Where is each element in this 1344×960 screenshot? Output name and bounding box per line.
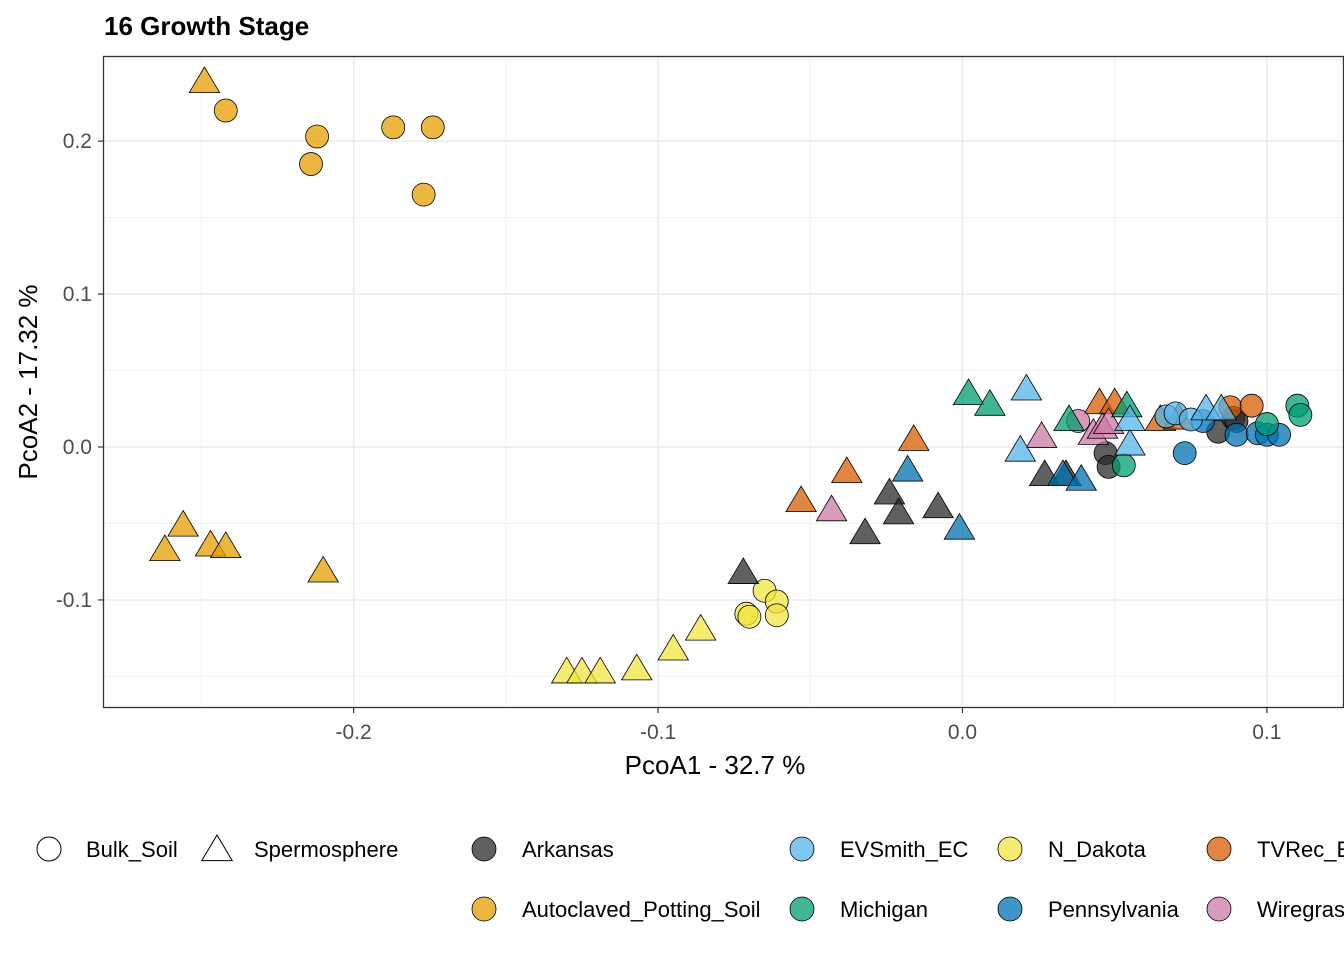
legend-key-color [997, 836, 1023, 862]
legend-key-color [789, 836, 815, 862]
data-point-circle [411, 182, 436, 207]
data-point-triangle [943, 512, 976, 540]
data-points [148, 66, 1313, 684]
legend: Bulk_Soil Spermosphere Arkansas Autoclaved_… [36, 834, 1344, 922]
data-point-triangle [922, 491, 955, 519]
legend-label: TVRec_E [1257, 837, 1344, 862]
data-point-triangle [1092, 407, 1125, 435]
x-tick-label: 0.1 [1252, 721, 1281, 744]
data-point-circle [1254, 412, 1279, 436]
y-tick-label: 0.1 [63, 283, 92, 306]
data-point-triangle [307, 555, 340, 583]
legend-label: N_Dakota [1048, 837, 1147, 862]
data-point-triangle [584, 656, 617, 684]
y-axis-ticks: -0.1 0.0 0.1 0.2 [56, 130, 104, 612]
data-point-circle [737, 604, 762, 629]
legend-key-color [471, 896, 497, 922]
data-point-triangle [873, 477, 906, 505]
grid [104, 57, 1343, 707]
data-point-circle [1172, 441, 1197, 466]
data-point-triangle [897, 424, 930, 451]
data-point-triangle [1114, 428, 1146, 456]
x-tick-label: -0.2 [336, 721, 372, 744]
data-point-triangle [973, 388, 1006, 416]
legend-key-color [789, 896, 815, 922]
data-point-circle [1239, 393, 1264, 418]
data-point-triangle [891, 454, 924, 482]
legend-label: Wiregras [1257, 897, 1344, 922]
data-point-triangle [785, 485, 818, 513]
plot-panel-border [102, 55, 1344, 709]
data-point-circle [764, 603, 789, 628]
data-point-triangle [1010, 373, 1043, 401]
chart-title: 16 Growth Stage [104, 11, 309, 41]
legend-key-color [471, 836, 497, 862]
legend-label: Michigan [840, 897, 928, 922]
data-point-triangle [1047, 459, 1079, 487]
data-point-circle [1288, 402, 1313, 427]
data-point-triangle [952, 378, 985, 406]
legend-key-color [1206, 896, 1232, 922]
y-tick-label: -0.1 [56, 589, 92, 612]
data-point-triangle [882, 497, 915, 525]
x-tick-label: -0.1 [640, 721, 676, 744]
data-point-triangle [620, 653, 653, 681]
legend-label: Arkansas [522, 837, 614, 862]
data-point-triangle [188, 66, 221, 93]
legend-key-circle [36, 836, 62, 862]
legend-label: EVSmith_EC [840, 837, 968, 862]
data-point-triangle [727, 557, 760, 584]
legend-key-triangle [200, 834, 234, 862]
data-point-circle [299, 152, 323, 176]
data-point-triangle [1025, 421, 1058, 448]
data-point-triangle [167, 509, 200, 537]
legend-key-color [1206, 836, 1232, 862]
data-point-triangle [849, 517, 881, 545]
data-point-circle [381, 115, 406, 140]
data-point-circle [1224, 422, 1249, 447]
data-point-triangle [1065, 463, 1098, 491]
data-point-circle [305, 124, 329, 149]
data-point-triangle [148, 534, 181, 561]
data-point-triangle [1053, 404, 1085, 432]
y-tick-label: 0.2 [63, 130, 92, 153]
data-point-circle [420, 115, 445, 140]
x-axis-title: PcoA1 - 32.7 % [625, 750, 806, 780]
legend-label: Autoclaved_Potting_Soil [522, 897, 761, 922]
data-point-circle [213, 98, 238, 123]
data-point-triangle [657, 633, 690, 661]
data-point-triangle [1004, 434, 1037, 462]
legend-key-color [997, 896, 1023, 922]
data-point-circle [1111, 453, 1136, 478]
data-point-triangle [815, 494, 848, 522]
data-point-triangle [830, 456, 863, 484]
data-point-triangle [1114, 404, 1146, 432]
data-point-triangle [209, 531, 242, 558]
data-point-triangle [1205, 393, 1238, 421]
data-point-triangle [684, 613, 717, 641]
legend-label: Spermosphere [254, 837, 398, 862]
y-tick-label: 0.0 [63, 436, 92, 459]
x-axis-ticks: -0.2 -0.1 0.0 0.1 [336, 707, 1281, 744]
y-axis-title: PcoA2 - 17.32 % [13, 284, 43, 479]
x-tick-label: 0.0 [948, 721, 977, 744]
legend-label: Bulk_Soil [86, 837, 178, 862]
legend-label: Pennsylvania [1048, 897, 1180, 922]
